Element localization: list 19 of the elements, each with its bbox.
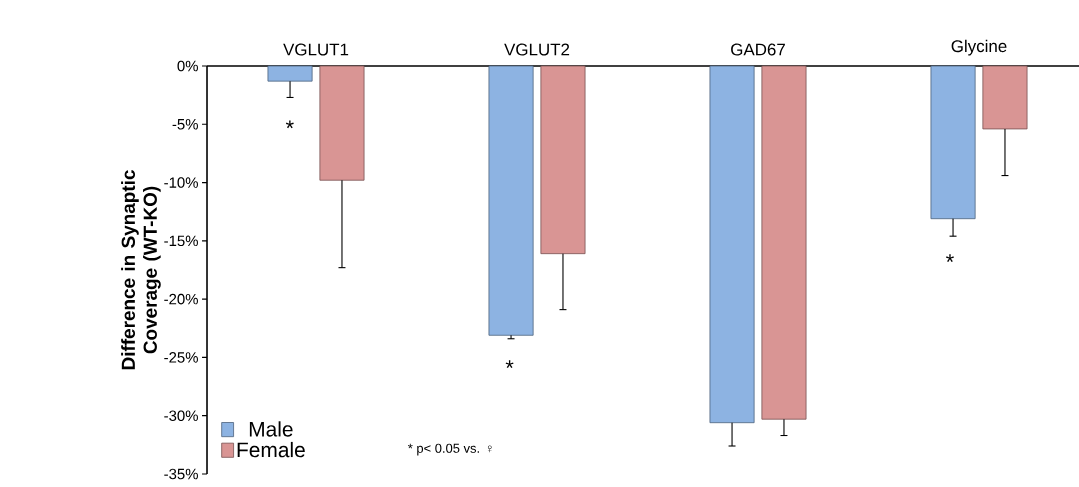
legend-label: Female	[237, 441, 305, 458]
annotation: *	[285, 120, 294, 129]
x-tick-label: VGLUT1	[283, 43, 349, 56]
legend-label: Male	[249, 421, 293, 437]
y-axis-title: Difference in Synaptic Coverage (WT-KO)	[121, 170, 161, 370]
y-tick-label: -5%	[172, 119, 198, 130]
x-tick-label: VGLUT2	[504, 43, 570, 56]
annotation: * p< 0.05 vs. ♀	[407, 443, 492, 456]
y-tick-label: -20%	[164, 293, 198, 305]
y-tick-label: -25%	[164, 352, 198, 363]
y-tick-label: -30%	[164, 410, 198, 421]
y-tick-label: -35%	[164, 468, 198, 480]
y-tick-label: -10%	[164, 177, 198, 188]
x-tick-label: Glycine	[951, 39, 1007, 56]
annotation: *	[946, 254, 954, 262]
y-tick-label: 0%	[177, 60, 198, 72]
annotation: *	[505, 360, 514, 369]
x-tick-label: GAD67	[731, 43, 785, 56]
y-tick-label: -15%	[164, 235, 198, 247]
